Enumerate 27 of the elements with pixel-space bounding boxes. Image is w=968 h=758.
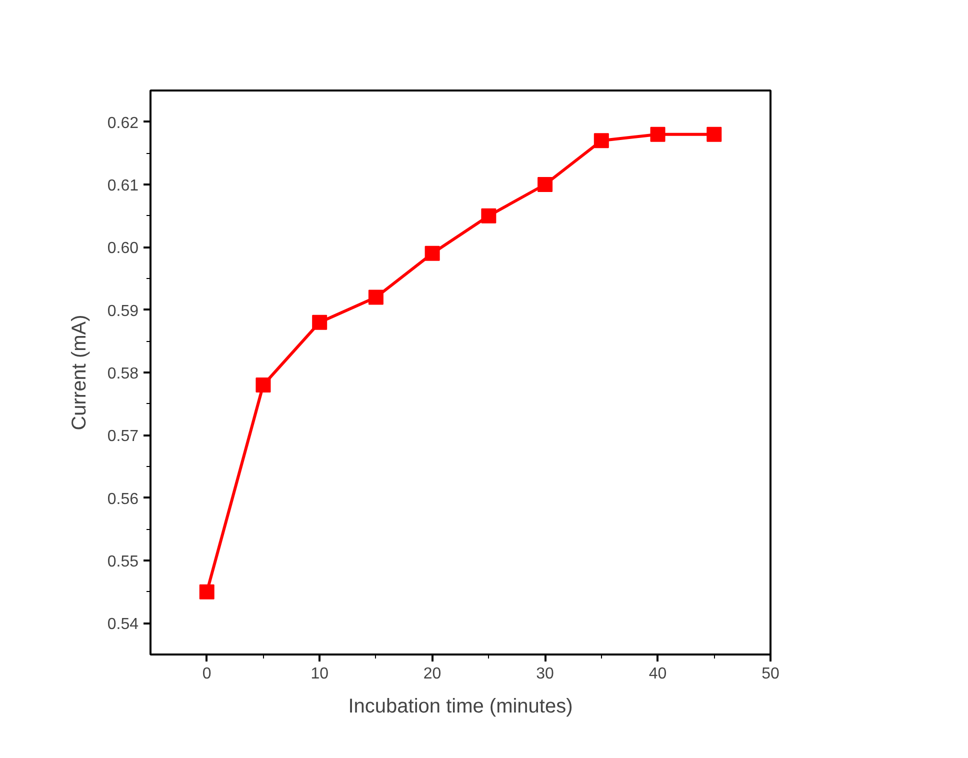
y-tick-label: 0.60 [107,240,139,258]
y-tick-label: 0.54 [107,616,139,634]
point [424,246,440,261]
point [199,584,214,600]
y-tick-label: 0.62 [107,114,139,132]
point [256,378,271,393]
x-tick-label: 10 [310,666,329,682]
point [650,126,666,142]
point [368,290,384,305]
x-tick-label: 30 [536,666,554,682]
y-tick-label: 0.55 [107,554,139,570]
y-tick-label: 0.58 [107,366,139,382]
y-tick-label: 0.57 [107,428,139,446]
point [594,133,609,148]
point [481,208,496,224]
x-tick-label: 0 [202,666,212,682]
x-tick-label: 40 [648,666,667,682]
y-tick-label: 0.56 [107,490,139,508]
point [312,314,328,330]
x-tick-label: 20 [423,666,442,682]
x-tick-label: 50 [762,666,780,682]
point [706,126,722,142]
y-axis-title: Current (mA) [68,314,90,430]
point [538,177,553,192]
y-tick-label: 0.59 [107,302,139,320]
x-axis-title: Incubation time (minutes) [348,696,573,718]
y-tick-label: 0.61 [107,178,139,194]
